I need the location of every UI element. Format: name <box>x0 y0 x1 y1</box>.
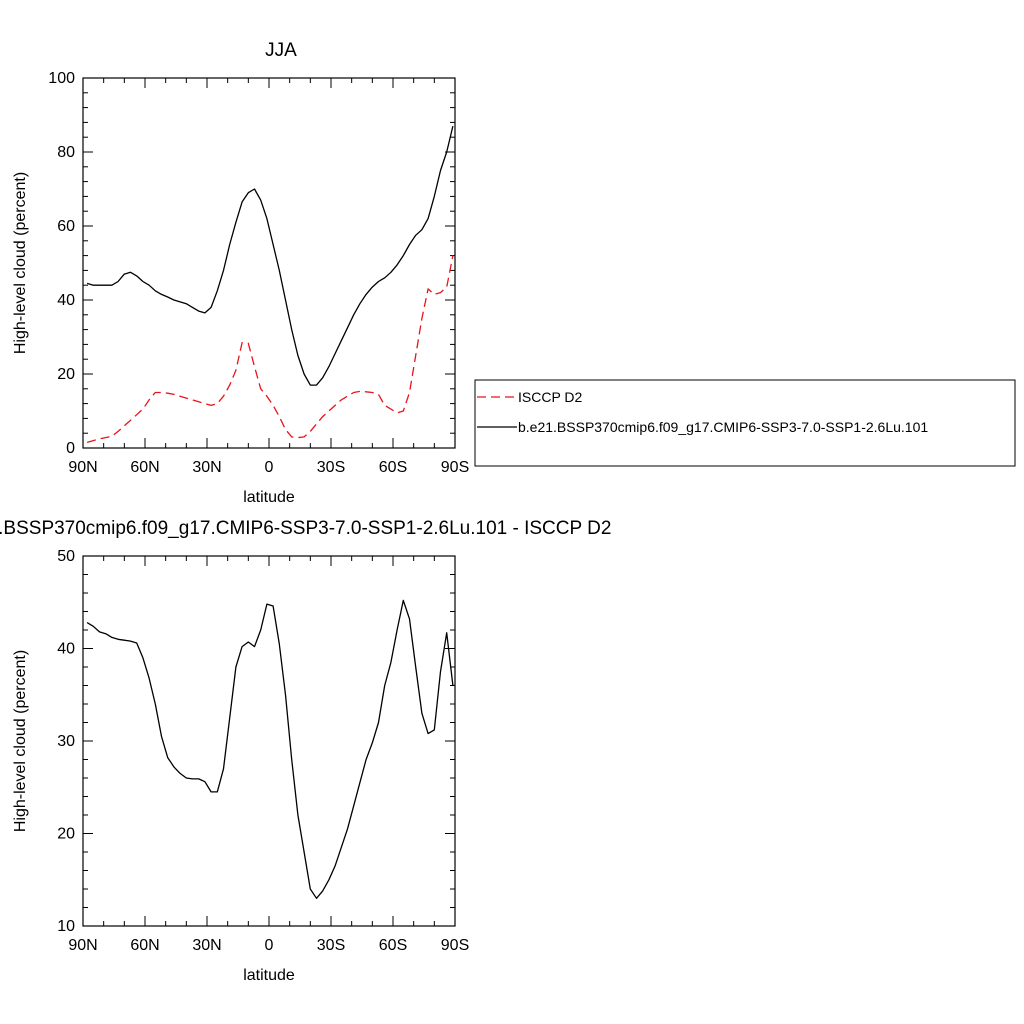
x-tick-label: 30S <box>317 937 345 954</box>
y-tick-label: 60 <box>57 218 75 235</box>
plot-frame <box>82 555 456 927</box>
y-tick-label: 40 <box>57 641 75 658</box>
series-line-1 <box>86 599 454 899</box>
y-tick-label: 40 <box>57 292 75 309</box>
y-axis-label: High-level cloud (percent) <box>12 172 29 354</box>
y-tick-label: 50 <box>57 548 75 565</box>
legend-box <box>474 379 1016 467</box>
x-tick-label: 90S <box>441 937 469 954</box>
y-tick-label: 10 <box>57 918 75 935</box>
x-tick-label: 90N <box>68 459 97 476</box>
legend-entry-label: ISCCP D2 <box>518 389 583 405</box>
x-tick-label: 60N <box>130 459 159 476</box>
x-tick-label: 0 <box>265 459 274 476</box>
y-tick-label: 0 <box>66 440 75 457</box>
x-tick-label: 60S <box>379 937 407 954</box>
y-tick-label: 20 <box>57 826 75 843</box>
x-tick-label: 30N <box>192 937 221 954</box>
plot-frame <box>82 77 456 449</box>
legend-entry-label: b.e21.BSSP370cmip6.f09_g17.CMIP6-SSP3-7.… <box>518 419 928 435</box>
legend: ISCCP D2 b.e21.BSSP370cmip6.f09_g17.CMIP6… <box>474 379 1016 467</box>
series-line-2 <box>86 125 454 386</box>
chart-panel-bottom: b.e21.BSSP370cmip6.f09_g17.CMIP6-SSP3-7.… <box>0 518 611 984</box>
y-tick-label: 80 <box>57 144 75 161</box>
y-tick-label: 30 <box>57 733 75 750</box>
x-tick-label: 90S <box>441 459 469 476</box>
chart-title: b.e21.BSSP370cmip6.f09_g17.CMIP6-SSP3-7.… <box>0 518 611 539</box>
x-tick-label: 0 <box>265 937 274 954</box>
y-axis-label: High-level cloud (percent) <box>12 650 29 832</box>
y-tick-label: 20 <box>57 366 75 383</box>
x-axis-label: latitude <box>243 489 295 506</box>
x-tick-label: 60N <box>130 937 159 954</box>
x-tick-label: 60S <box>379 459 407 476</box>
series-line-1 <box>86 255 454 444</box>
chart-title: JJA <box>265 40 297 61</box>
x-tick-label: 90N <box>68 937 97 954</box>
x-axis-label: latitude <box>243 967 295 984</box>
x-tick-label: 30S <box>317 459 345 476</box>
x-tick-label: 30N <box>192 459 221 476</box>
y-tick-label: 100 <box>48 70 75 87</box>
chart-panel-top: JJA 90N 60N 30N 0 30S 60S 90S 0 20 40 60 80 100 latitu… <box>12 40 469 506</box>
